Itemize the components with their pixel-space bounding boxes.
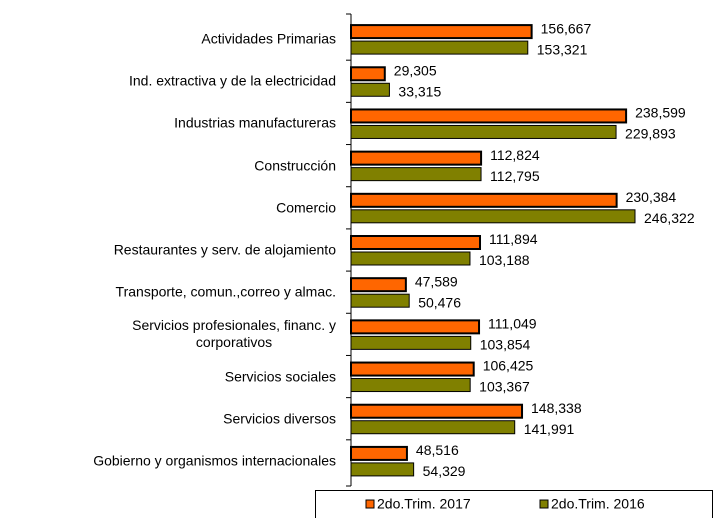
value-label: 246,322	[644, 210, 695, 226]
value-label: 141,991	[524, 421, 575, 437]
bar	[350, 108, 628, 124]
bar	[350, 445, 408, 461]
bar	[350, 361, 475, 377]
legend-label: 2do.Trim. 2016	[551, 496, 645, 512]
legend-box	[315, 490, 713, 518]
bar	[350, 420, 516, 435]
category-label: Transporte, comun.,correo y almac.	[115, 283, 336, 300]
value-label: 111,049	[488, 316, 537, 332]
value-label: 33,315	[398, 83, 441, 99]
bar	[350, 66, 386, 82]
bar	[350, 251, 471, 266]
bar	[350, 293, 410, 308]
value-label: 103,188	[479, 252, 530, 268]
bar	[350, 40, 529, 55]
category-label: Gobierno y organismos internacionales	[93, 452, 336, 469]
value-label: 112,795	[490, 168, 540, 184]
bar	[350, 167, 482, 182]
category-label: Construcción	[254, 157, 336, 174]
bar	[350, 82, 390, 97]
legend-swatch	[365, 499, 375, 509]
value-label: 229,893	[625, 126, 676, 142]
bar	[350, 403, 524, 419]
value-label: 238,599	[635, 105, 686, 121]
bar	[350, 462, 415, 477]
bar	[350, 319, 481, 335]
bar	[350, 277, 407, 293]
value-label: 103,367	[479, 379, 530, 395]
value-label: 103,854	[480, 337, 531, 353]
category-label: Servicios profesionales, financ. y corpo…	[132, 317, 336, 351]
bar	[350, 124, 617, 139]
value-label: 148,338	[531, 400, 582, 416]
value-label: 29,305	[394, 62, 437, 78]
legend-label: 2do.Trim. 2017	[377, 496, 471, 512]
category-label: Servicios diversos	[223, 410, 336, 427]
value-label: 47,589	[415, 273, 458, 289]
value-label: 156,667	[541, 20, 592, 36]
bar	[350, 150, 483, 166]
bar	[350, 235, 482, 250]
category-label: Industrias manufactureras	[174, 114, 336, 131]
value-label: 230,384	[626, 189, 677, 205]
value-label: 111,894	[489, 231, 538, 247]
category-label: Actividades Primarias	[201, 30, 336, 47]
bar	[350, 192, 618, 208]
bar	[350, 24, 533, 40]
category-label: Restaurantes y serv. de alojamiento	[113, 241, 336, 258]
value-label: 48,516	[416, 442, 459, 458]
legend-swatch	[539, 499, 549, 509]
value-label: 106,425	[483, 358, 534, 374]
bar	[350, 209, 636, 224]
bar	[350, 335, 472, 350]
category-label: Comercio	[276, 199, 336, 216]
category-label: Ind. extractiva y de la electricidad	[129, 72, 336, 89]
bar	[350, 378, 471, 393]
value-label: 50,476	[418, 294, 461, 310]
value-label: 54,329	[423, 463, 466, 479]
value-label: 153,321	[537, 41, 588, 57]
category-label: Servicios sociales	[224, 368, 336, 385]
value-label: 112,824	[490, 147, 540, 163]
